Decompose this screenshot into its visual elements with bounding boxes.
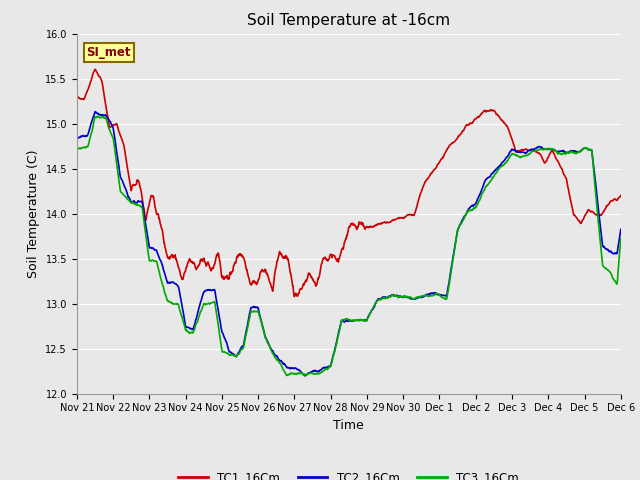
TC1_16Cm xyxy=(255,276,263,282)
TC2_16Cm xyxy=(553,148,561,154)
Line: TC2_16Cm: TC2_16Cm xyxy=(77,112,621,376)
X-axis label: Time: Time xyxy=(333,419,364,432)
TC2_16Cm xyxy=(617,227,625,232)
TC3_16Cm xyxy=(255,312,263,317)
TC3_16Cm xyxy=(617,235,625,241)
TC1_16Cm xyxy=(553,157,561,163)
TC2_16Cm xyxy=(434,291,442,297)
TC1_16Cm xyxy=(617,192,625,198)
Line: TC3_16Cm: TC3_16Cm xyxy=(77,116,621,375)
TC2_16Cm xyxy=(255,309,263,314)
TC2_16Cm xyxy=(195,309,202,314)
Y-axis label: Soil Temperature (C): Soil Temperature (C) xyxy=(27,149,40,278)
TC1_16Cm xyxy=(73,94,81,100)
Text: SI_met: SI_met xyxy=(86,46,131,59)
TC1_16Cm xyxy=(195,263,202,268)
TC3_16Cm xyxy=(195,316,202,322)
TC2_16Cm xyxy=(301,373,309,379)
TC3_16Cm xyxy=(283,372,291,378)
TC1_16Cm xyxy=(505,128,513,133)
Title: Soil Temperature at -16cm: Soil Temperature at -16cm xyxy=(247,13,451,28)
TC2_16Cm xyxy=(181,320,189,325)
Legend: TC1_16Cm, TC2_16Cm, TC3_16Cm: TC1_16Cm, TC2_16Cm, TC3_16Cm xyxy=(173,466,524,480)
TC2_16Cm xyxy=(73,135,81,141)
TC2_16Cm xyxy=(505,152,513,157)
TC3_16Cm xyxy=(553,149,561,155)
TC1_16Cm xyxy=(434,161,442,167)
TC3_16Cm xyxy=(181,324,189,330)
Line: TC1_16Cm: TC1_16Cm xyxy=(77,69,621,297)
TC1_16Cm xyxy=(181,269,189,275)
TC3_16Cm xyxy=(505,156,513,161)
TC1_16Cm xyxy=(91,66,99,72)
TC1_16Cm xyxy=(291,294,298,300)
TC3_16Cm xyxy=(434,291,442,297)
TC2_16Cm xyxy=(92,109,100,115)
TC3_16Cm xyxy=(94,113,102,119)
TC3_16Cm xyxy=(73,146,81,152)
